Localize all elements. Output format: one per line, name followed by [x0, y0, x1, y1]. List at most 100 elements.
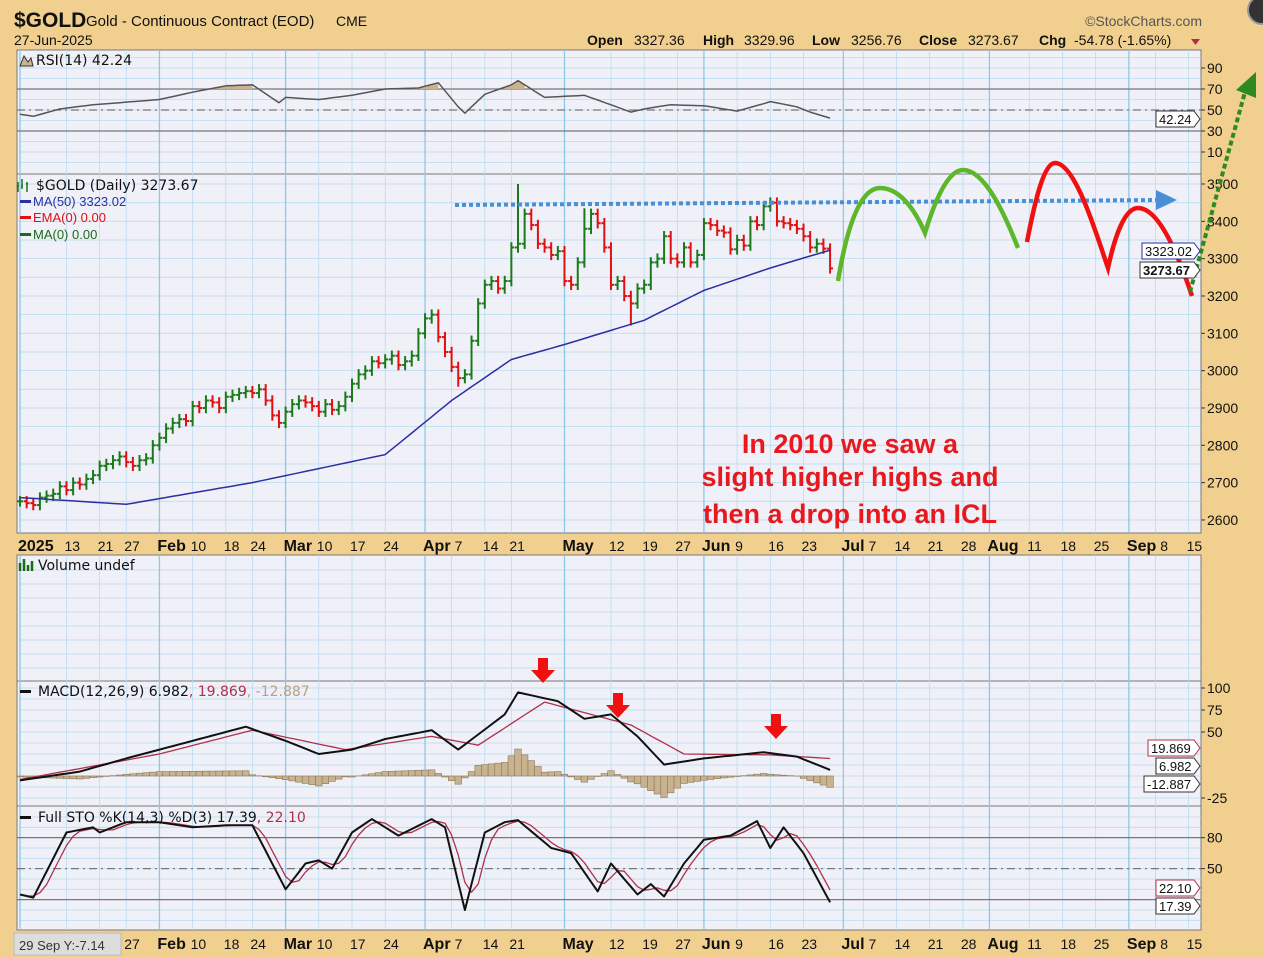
date-tick-label: Feb [157, 538, 186, 555]
date-tick-label: 10 [317, 936, 333, 952]
high-value: 3329.96 [744, 32, 795, 48]
macd-histogram-bar [248, 774, 257, 777]
price-bar [375, 356, 382, 369]
price-bar [827, 243, 834, 274]
rsi-legend-text: RSI(14) 42.24 [36, 53, 132, 69]
date-tick-label: 18 [1061, 538, 1077, 554]
price-bar [747, 216, 754, 251]
macd-histogram-bar [534, 766, 542, 777]
date-tick-label: 14 [895, 538, 911, 554]
down-arrow-icon [531, 658, 555, 683]
price-panel [16, 173, 1202, 534]
macd-histogram-bar [182, 771, 190, 777]
bar-chart-icon [17, 179, 28, 192]
date-tick-label: 11 [1027, 936, 1042, 952]
down-arrow-icon [764, 714, 788, 739]
close-chart-button[interactable] [1247, 0, 1263, 25]
sto-legend-text: Full STO %K(14,3) %D(3) 17.39, 22.10 [38, 810, 306, 826]
ema-legend: EMA(0) 0.00 [33, 210, 106, 225]
price-legend: $GOLD (Daily) 3273.67 MA(50) 3323.02 EMA… [17, 178, 199, 242]
macd-legend: MACD(12,26,9) 6.982, 19.869, -12.887 [20, 684, 310, 700]
price-bar [448, 346, 455, 373]
date-tick-label: 8 [1160, 936, 1168, 952]
date-tick-label: 24 [250, 936, 266, 952]
price-bar [90, 469, 97, 485]
sto-d-value: 22.10 [1159, 881, 1192, 896]
date-tick-label: 17 [350, 538, 366, 554]
macd-histogram-bar [368, 773, 376, 777]
open-value: 3327.36 [634, 32, 685, 48]
series-layer [16, 79, 834, 911]
macd-histogram-bar [713, 775, 721, 779]
price-bar [109, 455, 116, 470]
macd-histogram-bar [760, 773, 768, 777]
rsi-axis-label: 70 [1207, 81, 1223, 97]
price-bar [813, 238, 820, 253]
date-tick-label: 28 [961, 936, 977, 952]
macd-line [19, 691, 831, 782]
blue-arrow-head-icon [1156, 190, 1177, 210]
macd-axis-label: 100 [1207, 680, 1231, 696]
price-bar [415, 328, 422, 361]
macd-axis-label: -25 [1207, 790, 1227, 806]
macd-histogram-bar [155, 771, 164, 777]
macd-histogram-bar [69, 775, 77, 780]
macd-histogram-bar [361, 774, 369, 777]
macd-histogram-bar [169, 771, 177, 777]
date-tick-label: 21 [928, 936, 944, 952]
price-bar [295, 395, 302, 410]
macd-histogram-bar [56, 775, 64, 779]
macd-histogram-bar [607, 770, 615, 777]
price-bar [641, 279, 648, 294]
price-bar [123, 451, 130, 468]
price-bar [262, 384, 269, 406]
macd-histogram-bar [421, 769, 429, 777]
date-tick-label: 7 [455, 538, 463, 554]
price-bar [548, 242, 555, 261]
macd-histogram-bar [235, 770, 243, 777]
price-bar [441, 331, 448, 358]
date-tick-label: May [563, 538, 594, 555]
macd-histogram-bar [129, 773, 137, 777]
date-tick-label: Jul [841, 936, 864, 953]
price-bar [362, 365, 369, 380]
macd-histogram-bar [806, 775, 814, 781]
macd-histogram-bar [149, 771, 157, 777]
price-bar [183, 413, 189, 427]
macd-histogram-bar [653, 775, 662, 795]
date-tick-label: Sep [1127, 538, 1157, 555]
price-bar [249, 385, 256, 399]
macd-histogram-bar [315, 775, 323, 787]
value-tags: 42.24 3323.02 3273.67 19.869 6.982 -12.8… [1139, 110, 1201, 915]
price-bar [222, 391, 229, 414]
price-bar [408, 350, 415, 367]
rsi-last-value: 42.24 [1159, 112, 1192, 127]
macd-histogram-bar [600, 773, 608, 777]
rsi-legend: RSI(14) 42.24 [19, 53, 132, 69]
vol-panel [16, 554, 1202, 682]
macd-histogram-bar [826, 775, 834, 788]
date-tick-label: 18 [224, 538, 240, 554]
price-bar [256, 384, 263, 399]
price-axis-label: 3400 [1207, 213, 1238, 229]
rsi-overbought-fill [511, 80, 518, 89]
macd-histogram-bar [620, 775, 628, 779]
date-tick-label: Jul [841, 538, 864, 555]
date-tick-label: 25 [1094, 936, 1110, 952]
date-tick-label: 2025 [18, 538, 54, 555]
macd-histogram-bar [700, 775, 708, 781]
open-label: Open [587, 32, 623, 48]
price-bar [607, 242, 614, 291]
sto-k-value: 17.39 [1159, 899, 1192, 914]
macd-hist-value: -12.887 [1147, 777, 1191, 792]
macd-histogram-bar [567, 775, 575, 778]
sto-axis-label: 80 [1207, 830, 1223, 846]
price-bar [601, 217, 608, 253]
price-bar [634, 283, 641, 309]
macd-histogram-bar [348, 775, 356, 778]
price-bar [149, 440, 156, 464]
ohlc-summary: Open 3327.36 High 3329.96 Low 3256.76 Cl… [587, 32, 1200, 48]
price-axis-label: 3200 [1207, 288, 1238, 304]
ma50-line [19, 249, 831, 506]
price-bar [561, 245, 568, 287]
